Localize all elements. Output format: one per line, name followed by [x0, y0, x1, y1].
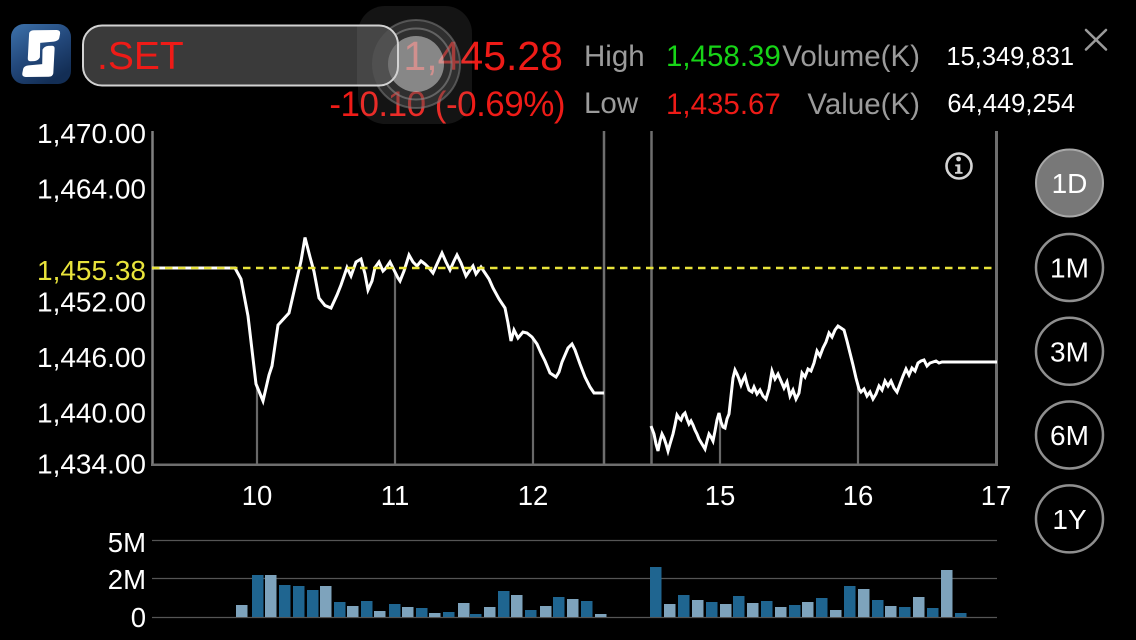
svg-text:16: 16 [843, 480, 874, 511]
svg-text:Low: Low [584, 87, 639, 120]
svg-text:1,455.38: 1,455.38 [37, 255, 146, 286]
svg-text:5M: 5M [108, 527, 146, 558]
svg-text:-10.10 (-0.69%): -10.10 (-0.69%) [329, 85, 565, 124]
svg-text:.SET: .SET [97, 35, 184, 78]
svg-text:1,452.00: 1,452.00 [37, 287, 146, 318]
svg-text:6M: 6M [1050, 420, 1089, 451]
svg-text:1,446.00: 1,446.00 [37, 342, 146, 373]
svg-text:64,449,254: 64,449,254 [947, 90, 1075, 118]
svg-text:1,440.00: 1,440.00 [37, 398, 146, 429]
svg-text:12: 12 [518, 480, 549, 511]
svg-text:0: 0 [131, 602, 146, 633]
svg-text:1,458.39: 1,458.39 [666, 40, 781, 73]
svg-text:1D: 1D [1052, 168, 1088, 199]
svg-text:1M: 1M [1050, 253, 1089, 284]
svg-text:15: 15 [705, 480, 736, 511]
svg-text:1,435.67: 1,435.67 [666, 88, 781, 121]
svg-text:1,464.00: 1,464.00 [37, 173, 146, 204]
svg-text:15,349,831: 15,349,831 [946, 43, 1074, 71]
svg-text:10: 10 [242, 480, 273, 511]
svg-text:High: High [584, 40, 645, 73]
svg-text:1Y: 1Y [1052, 504, 1087, 535]
svg-text:11: 11 [381, 480, 410, 511]
svg-text:1,434.00: 1,434.00 [37, 448, 146, 479]
svg-text:Value(K): Value(K) [807, 88, 920, 121]
svg-text:3M: 3M [1050, 336, 1089, 367]
svg-text:1,470.00: 1,470.00 [37, 118, 146, 149]
svg-text:17: 17 [981, 480, 1012, 511]
svg-text:2M: 2M [108, 564, 146, 595]
svg-text:Volume(K): Volume(K) [782, 40, 920, 73]
